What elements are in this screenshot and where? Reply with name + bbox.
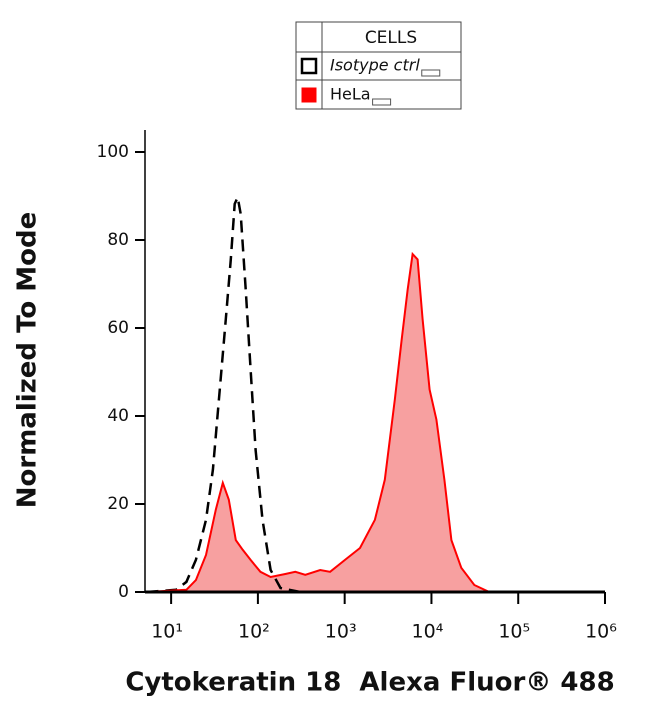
y-axis-label: Normalized To Mode — [13, 212, 43, 509]
legend-title: CELLS — [365, 28, 417, 48]
x-tick-label: 10⁵ — [498, 621, 530, 643]
x-tick-label: 10¹ — [151, 621, 183, 643]
x-axis-label: Cytokeratin 18 Alexa Fluor® 488 — [125, 668, 614, 698]
x-tick-label: 10⁴ — [412, 621, 444, 643]
x-tick-label: 10³ — [325, 621, 357, 643]
x-tick-label: 10⁶ — [585, 621, 617, 643]
legend-label: Isotype ctrl — [330, 56, 420, 75]
legend: CELLS Isotype ctrl HeLa — [295, 21, 462, 110]
histogram-fill — [146, 254, 605, 592]
histogram-line — [146, 193, 605, 594]
legend-label: HeLa — [330, 85, 371, 104]
y-tick-label: 60 — [107, 318, 129, 338]
y-tick-label: 0 — [118, 582, 129, 602]
y-tick-label: 80 — [107, 230, 129, 250]
y-tick-label: 100 — [97, 142, 129, 162]
histogram-line — [146, 251, 605, 593]
legend-gate-box — [372, 98, 392, 106]
legend-swatch — [301, 87, 317, 103]
y-tick-label: 20 — [107, 494, 129, 514]
legend-swatch — [300, 57, 318, 75]
legend-gate-box — [421, 69, 441, 77]
legend-box — [295, 21, 462, 110]
x-tick-label: 10² — [238, 621, 270, 643]
y-tick-label: 40 — [107, 406, 129, 426]
